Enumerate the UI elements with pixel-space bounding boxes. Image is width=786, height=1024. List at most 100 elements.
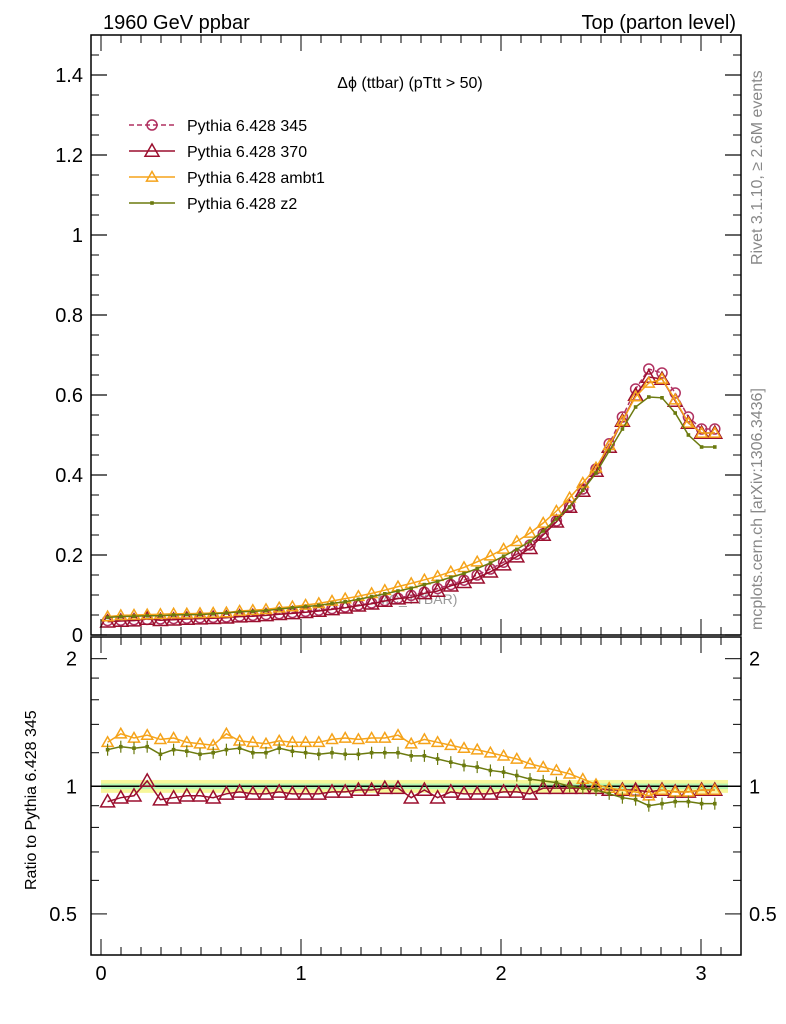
y-tick-label: 1 bbox=[72, 225, 83, 247]
ratio-point-ambt1 bbox=[364, 730, 379, 743]
point-z2 bbox=[699, 445, 704, 449]
point-370 bbox=[482, 563, 499, 578]
y-tick-label: 0.6 bbox=[55, 385, 83, 407]
point-370 bbox=[429, 582, 446, 597]
legend-marker-z2 bbox=[150, 201, 154, 205]
ratio-point-ambt1 bbox=[430, 735, 445, 748]
point-370 bbox=[297, 603, 314, 619]
x-tick-label: 2 bbox=[495, 963, 506, 985]
ratio-point-370 bbox=[231, 783, 248, 798]
ratio-point-z2 bbox=[673, 799, 677, 804]
point-ambt1 bbox=[576, 475, 590, 488]
series-line-ambt1 bbox=[107, 378, 715, 618]
point-370 bbox=[244, 607, 262, 623]
ratio-point-370 bbox=[336, 783, 354, 798]
point-ambt1 bbox=[166, 606, 181, 619]
point-z2 bbox=[171, 613, 176, 617]
ratio-point-ambt1 bbox=[655, 783, 669, 795]
point-z2 bbox=[277, 607, 281, 611]
ratio-point-ambt1 bbox=[510, 751, 524, 764]
point-ambt1 bbox=[536, 515, 550, 528]
ratio-point-z2 bbox=[462, 763, 466, 768]
point-ambt1 bbox=[285, 599, 300, 612]
point-z2 bbox=[515, 547, 519, 552]
ratio-point-z2 bbox=[435, 757, 440, 761]
ratio-y-tick-label-right: 0.5 bbox=[749, 904, 777, 926]
ratio-point-370 bbox=[468, 785, 486, 800]
point-z2 bbox=[422, 582, 427, 587]
point-ambt1 bbox=[523, 525, 537, 538]
legend-label-ambt1: Pythia 6.428 ambt1 bbox=[187, 170, 325, 187]
point-z2 bbox=[713, 445, 717, 449]
point-z2 bbox=[567, 505, 572, 509]
header-left: 1960 GeV ppbar bbox=[103, 12, 250, 34]
point-z2 bbox=[620, 427, 625, 431]
x-tick-label: 1 bbox=[295, 963, 306, 985]
ratio-point-z2 bbox=[211, 750, 215, 755]
ratio-point-ambt1 bbox=[127, 730, 141, 743]
point-370 bbox=[363, 595, 380, 610]
ratio-point-370 bbox=[257, 785, 275, 800]
point-z2 bbox=[647, 395, 651, 399]
point-z2 bbox=[409, 586, 413, 590]
point-ambt1 bbox=[100, 609, 115, 622]
ratio-point-ambt1 bbox=[483, 745, 498, 758]
ratio-point-370 bbox=[508, 783, 526, 798]
ratio-point-z2 bbox=[475, 765, 479, 769]
ratio-point-370 bbox=[284, 785, 301, 800]
legend-label-z2: Pythia 6.428 z2 bbox=[187, 196, 297, 213]
ratio-point-z2 bbox=[343, 752, 347, 757]
point-345 bbox=[656, 367, 668, 379]
point-370 bbox=[284, 604, 301, 620]
ratio-point-ambt1 bbox=[457, 741, 471, 754]
ratio-point-ambt1 bbox=[298, 735, 313, 748]
series-line-345 bbox=[107, 368, 715, 622]
point-z2 bbox=[303, 604, 308, 609]
ratio-point-z2 bbox=[607, 792, 611, 796]
ratio-y-tick-label: 2 bbox=[66, 649, 77, 671]
ratio-point-z2 bbox=[119, 744, 123, 749]
point-ambt1 bbox=[232, 603, 247, 616]
point-ambt1 bbox=[628, 389, 643, 402]
point-370 bbox=[561, 498, 578, 513]
point-ambt1 bbox=[298, 597, 313, 610]
ratio-point-z2 bbox=[528, 777, 532, 781]
ratio-point-ambt1 bbox=[391, 728, 405, 741]
ratio-y-tick-label: 1 bbox=[66, 776, 77, 798]
main-panel: (MC_TTBAR) 00.20.40.60.811.21.4 Δϕ (ttba… bbox=[55, 34, 742, 647]
point-z2 bbox=[594, 471, 598, 475]
ratio-point-ambt1 bbox=[338, 730, 352, 743]
point-370 bbox=[548, 513, 565, 528]
ratio-point-370 bbox=[270, 783, 288, 798]
point-z2 bbox=[356, 597, 361, 602]
point-370 bbox=[389, 590, 407, 605]
point-ambt1 bbox=[246, 603, 260, 616]
point-370 bbox=[336, 599, 354, 614]
point-z2 bbox=[462, 571, 466, 576]
ratio-point-370 bbox=[376, 779, 394, 795]
legend-label-370: Pythia 6.428 370 bbox=[187, 144, 307, 161]
ratio-point-z2 bbox=[158, 752, 163, 757]
point-370 bbox=[323, 600, 341, 616]
ratio-point-z2 bbox=[699, 801, 704, 806]
point-ambt1 bbox=[549, 503, 564, 516]
point-370 bbox=[495, 556, 512, 571]
point-z2 bbox=[660, 396, 664, 400]
ratio-point-z2 bbox=[224, 747, 229, 752]
point-z2 bbox=[317, 603, 321, 608]
ratio-point-z2 bbox=[594, 788, 598, 792]
ratio-point-370 bbox=[521, 785, 539, 800]
point-370 bbox=[574, 482, 592, 497]
point-ambt1 bbox=[642, 375, 656, 388]
ratio-point-z2 bbox=[290, 749, 295, 754]
point-ambt1 bbox=[127, 607, 141, 620]
point-z2 bbox=[251, 609, 255, 614]
point-ambt1 bbox=[180, 606, 194, 619]
point-z2 bbox=[581, 488, 585, 492]
ratio-point-z2 bbox=[132, 746, 136, 750]
ratio-y-tick-label-right: 2 bbox=[749, 649, 760, 671]
point-z2 bbox=[198, 612, 202, 617]
ratio-point-370 bbox=[640, 783, 658, 798]
ratio-point-z2 bbox=[488, 768, 493, 773]
ratio-point-370 bbox=[363, 781, 380, 797]
